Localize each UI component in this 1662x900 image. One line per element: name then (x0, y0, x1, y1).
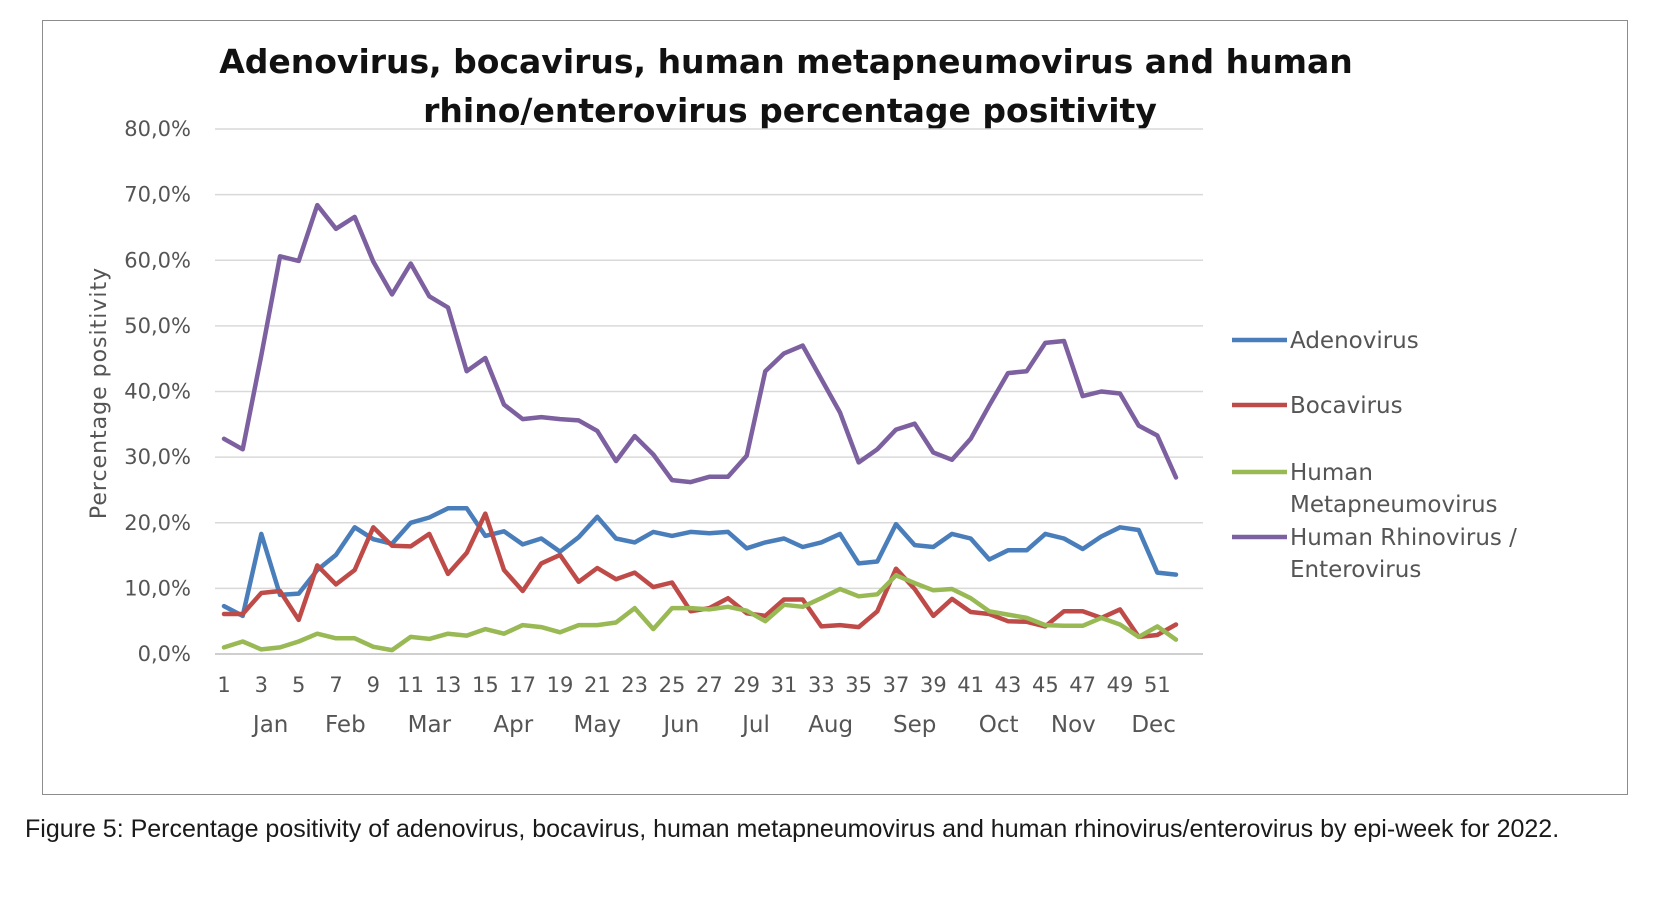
x-axis-ticks: 1 3 5 7 9 11 13 15 17 19 21 23 25 27 29 31 33 35 37 39 41 43 4… (217, 673, 1170, 697)
legend-label: Metapneumovirus (1290, 492, 1498, 518)
x-tick-label: 1 (217, 673, 230, 697)
x-tick-label: 15 (472, 673, 499, 697)
y-tick-label: 50,0% (124, 314, 191, 338)
x-tick-label: 51 (1144, 673, 1171, 697)
x-tick-label: 33 (808, 673, 835, 697)
series-line-human-metapneumovirus (221, 573, 1179, 653)
y-axis-label: Percentage positivity (87, 267, 112, 519)
x-tick-label: 13 (435, 673, 462, 697)
legend-label: Adenovirus (1290, 328, 1419, 354)
x-tick-label: 23 (621, 673, 648, 697)
x-tick-label: 5 (292, 673, 305, 697)
x-tick-label: 39 (920, 673, 947, 697)
y-tick-label: 60,0% (124, 248, 191, 272)
month-label: Oct (979, 712, 1019, 738)
series-line-adenovirus (221, 506, 1179, 619)
month-label: Aug (808, 712, 853, 738)
x-tick-label: 19 (547, 673, 574, 697)
y-tick-label: 70,0% (124, 183, 191, 207)
x-tick-label: 7 (329, 673, 342, 697)
x-tick-label: 27 (696, 673, 723, 697)
legend-label: Human Rhinovirus / (1290, 525, 1517, 551)
month-labels: Jan Feb Mar Apr May Jun Jul Aug Sep Oct Nov Dec (251, 712, 1176, 738)
x-tick-label: 41 (957, 673, 984, 697)
x-tick-label: 9 (367, 673, 380, 697)
legend-label: Bocavirus (1290, 393, 1403, 419)
chart-frame: Adenovirus, bocavirus, human metapneumov… (42, 20, 1628, 795)
y-tick-label: 80,0% (124, 117, 191, 141)
grid (215, 128, 1203, 655)
chart-title-line-2: rhino/enterovirus percentage positivity (423, 91, 1157, 130)
y-tick-label: 10,0% (124, 576, 191, 600)
x-tick-label: 3 (255, 673, 268, 697)
legend-label: Human (1290, 460, 1373, 486)
y-tick-label: 40,0% (124, 380, 191, 404)
month-label: Apr (493, 712, 533, 738)
month-label: Jun (661, 712, 699, 738)
x-tick-label: 25 (659, 673, 686, 697)
x-tick-label: 31 (771, 673, 798, 697)
y-tick-label: 0,0% (138, 642, 191, 666)
month-label: Jul (740, 712, 770, 738)
legend-label: Enterovirus (1290, 557, 1421, 583)
x-tick-label: 49 (1107, 673, 1134, 697)
month-label: Dec (1131, 712, 1176, 738)
month-label: Sep (893, 712, 936, 738)
series-lines (221, 202, 1179, 653)
month-label: May (574, 712, 622, 738)
month-label: Feb (325, 712, 366, 738)
x-tick-label: 47 (1069, 673, 1096, 697)
series-line-human-rhinovirus-enterovirus (221, 202, 1179, 485)
x-tick-label: 37 (883, 673, 910, 697)
y-tick-label: 20,0% (124, 511, 191, 535)
y-axis-ticks: 0,0% 10,0% 20,0% 30,0% 40,0% 50,0% 60,0% 70,0% 8… (124, 117, 191, 666)
x-tick-label: 45 (1032, 673, 1059, 697)
chart-title-line-1: Adenovirus, bocavirus, human metapneumov… (219, 42, 1353, 81)
y-tick-label: 30,0% (124, 445, 191, 469)
month-label: Jan (251, 712, 288, 738)
x-tick-label: 35 (845, 673, 872, 697)
chart-title: Adenovirus, bocavirus, human metapneumov… (219, 42, 1353, 130)
line-chart: Adenovirus, bocavirus, human metapneumov… (87, 42, 1517, 738)
x-tick-label: 21 (584, 673, 611, 697)
month-label: Nov (1051, 712, 1096, 738)
figure-caption: Figure 5: Percentage positivity of adeno… (25, 815, 1560, 843)
x-tick-label: 17 (509, 673, 536, 697)
legend: Adenovirus Bocavirus Human Metapneumovirus H… (1232, 328, 1517, 583)
x-tick-label: 29 (733, 673, 760, 697)
x-tick-label: 11 (397, 673, 424, 697)
month-label: Mar (408, 712, 452, 738)
x-tick-label: 43 (995, 673, 1022, 697)
